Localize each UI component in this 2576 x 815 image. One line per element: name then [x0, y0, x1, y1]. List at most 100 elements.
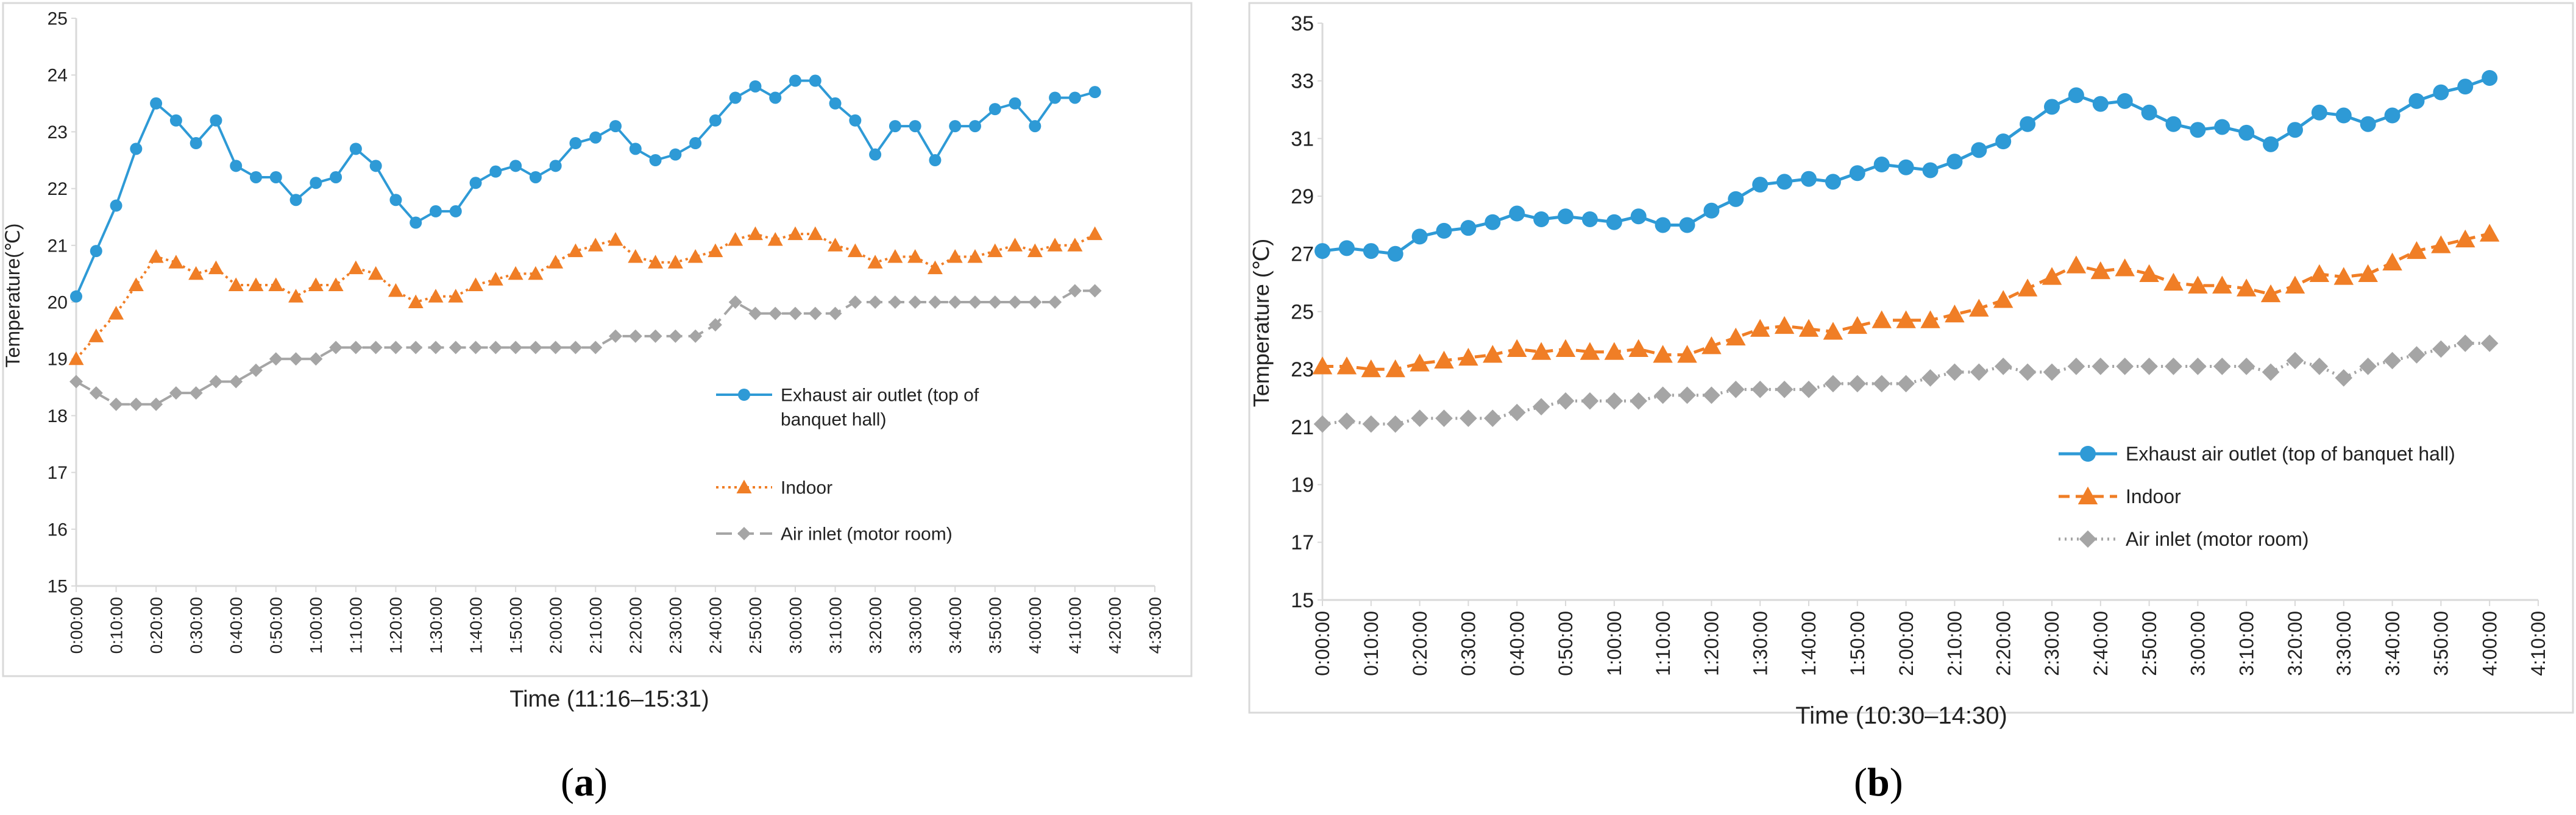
data-point-exhaust: [410, 216, 422, 229]
data-point-indoor: [1483, 345, 1503, 363]
data-point-indoor: [987, 243, 1003, 258]
x-tick-label: 1:40:00: [466, 597, 485, 654]
data-point-indoor: [787, 226, 803, 241]
series-indoor: [1312, 224, 2500, 378]
data-point-indoor: [1872, 310, 1892, 328]
data-point-indoor: [468, 277, 484, 292]
data-point-exhaust: [2311, 104, 2327, 121]
data-point-exhaust: [2092, 96, 2109, 112]
data-point-inlet: [229, 375, 243, 389]
data-point-exhaust: [2238, 124, 2255, 141]
data-point-exhaust: [1009, 97, 1021, 110]
data-point-exhaust: [230, 160, 243, 172]
x-tick-label: 2:40:00: [2090, 611, 2112, 676]
chart-panel-b: 15 17 19 21 23 25 27 29 31 33 35 0:00:00 0:10:00 0:2…: [1248, 2, 2574, 805]
data-point-exhaust: [489, 165, 502, 178]
data-point-indoor: [747, 226, 763, 241]
data-point-inlet: [369, 340, 383, 355]
panel-label-a-close: ): [594, 760, 608, 805]
data-point-indoor: [368, 266, 384, 280]
data-point-inlet: [2140, 358, 2158, 375]
y-tick-label: 19: [48, 350, 68, 370]
x-tick-label: 0:40:00: [227, 597, 246, 654]
chart-a-frame: [2, 2, 1193, 677]
data-point-exhaust: [2384, 107, 2400, 124]
x-tick-label: 2:20:00: [626, 597, 645, 654]
y-tick-label: 22: [48, 179, 68, 199]
data-point-indoor: [1653, 345, 1673, 363]
chart-b-x-tick-labels: 0:00:00 0:10:00 0:20:00 0:30:00 0:40:00 0:50:…: [1311, 611, 2549, 676]
data-point-indoor: [448, 289, 464, 303]
data-point-inlet: [1088, 284, 1102, 298]
y-tick-label: 25: [1291, 300, 1314, 323]
data-point-exhaust: [169, 114, 182, 127]
data-point-indoor: [1336, 356, 1357, 375]
series-inlet: [69, 284, 1102, 411]
data-point-inlet: [1654, 386, 1672, 404]
data-point-exhaust: [1971, 142, 1987, 158]
data-point-indoor: [587, 238, 603, 252]
data-point-exhaust: [2190, 122, 2206, 138]
data-point-inlet: [2189, 358, 2207, 375]
data-point-exhaust: [2214, 119, 2230, 135]
data-point-indoor: [828, 238, 843, 252]
chart-a-x-tick-labels: 0:00:00 0:10:00 0:20:00 0:30:00 0:40:00 0:50:…: [67, 597, 1165, 654]
data-point-inlet: [548, 340, 562, 355]
data-point-inlet: [988, 295, 1002, 309]
data-point-inlet: [808, 306, 822, 320]
data-point-exhaust: [2068, 87, 2084, 104]
x-tick-label: 1:20:00: [1701, 611, 1723, 676]
data-point-inlet: [1556, 392, 1575, 410]
data-point-exhaust: [2141, 104, 2157, 121]
data-point-inlet: [1605, 392, 1623, 410]
x-tick-label: 0:20:00: [147, 597, 166, 654]
data-point-indoor: [288, 289, 304, 303]
data-point-indoor: [2382, 252, 2402, 271]
series-line-inlet: [76, 289, 1095, 406]
data-point-inlet: [1824, 375, 1842, 393]
data-point-indoor: [667, 255, 683, 269]
panel-label-b-close: ): [1890, 760, 1903, 805]
data-point-inlet: [429, 340, 442, 355]
data-point-exhaust: [889, 120, 901, 133]
x-tick-label: 2:40:00: [706, 597, 725, 654]
legend-swatch-marker: [736, 479, 752, 493]
data-point-indoor: [1506, 339, 1527, 358]
x-tick-label: 3:50:00: [2430, 611, 2452, 676]
x-tick-label: 0:40:00: [1506, 611, 1528, 676]
data-point-indoor: [1847, 316, 1868, 334]
data-point-inlet: [1775, 381, 1794, 398]
data-point-indoor: [687, 249, 703, 263]
data-point-indoor: [1027, 243, 1043, 258]
legend-label-line: Air inlet (motor room): [781, 524, 953, 545]
data-point-inlet: [129, 397, 143, 411]
data-point-indoor: [1677, 345, 1697, 363]
x-tick-label: 3:20:00: [2284, 611, 2306, 676]
y-tick-label: 25: [48, 9, 68, 29]
data-point-exhaust: [269, 171, 282, 183]
data-point-inlet: [669, 329, 683, 343]
legend-label-line: Indoor: [2126, 485, 2181, 507]
data-point-exhaust: [709, 114, 722, 127]
data-point-exhaust: [749, 80, 762, 93]
series-line-indoor: [75, 233, 1096, 360]
x-tick-label: 4:10:00: [1066, 597, 1085, 654]
x-tick-label: 1:00:00: [1603, 611, 1625, 676]
data-point-exhaust: [1679, 217, 1695, 233]
data-point-indoor: [1555, 339, 1576, 358]
data-point-inlet: [1970, 363, 1988, 381]
data-point-inlet: [2359, 358, 2377, 375]
chart-a-legend: Exhaust air outlet (top of banquet hall) I…: [716, 386, 979, 545]
data-point-indoor: [728, 231, 743, 246]
data-point-indoor: [308, 277, 324, 292]
panel-label-b: (b): [1854, 760, 1903, 805]
data-point-indoor: [1969, 298, 1989, 317]
data-point-indoor: [2285, 275, 2305, 294]
data-point-exhaust: [1581, 211, 1598, 227]
data-point-exhaust: [609, 120, 622, 133]
data-point-exhaust: [110, 199, 122, 212]
data-point-inlet: [2237, 358, 2255, 375]
data-point-indoor: [1823, 322, 1843, 340]
data-point-indoor: [1701, 336, 1722, 355]
chart-b-frame: [1248, 2, 2574, 714]
